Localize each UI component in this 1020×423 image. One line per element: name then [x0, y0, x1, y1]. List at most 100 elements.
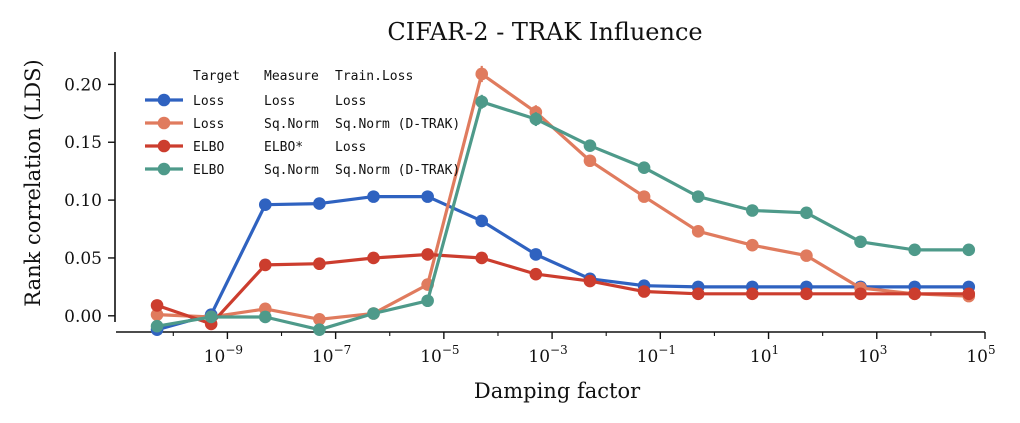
data-point [854, 287, 867, 301]
x-tick-label: 10−1 [637, 343, 676, 367]
data-point [746, 204, 759, 217]
legend-cell: Loss [335, 140, 366, 155]
legend-cell: ELBO* [264, 140, 303, 155]
x-tick-exponent: 1 [772, 343, 780, 357]
series-line [156, 195, 969, 332]
data-point [475, 67, 489, 81]
data-point [691, 225, 705, 238]
legend-swatch-marker [157, 162, 171, 176]
series-line [156, 100, 969, 332]
data-point [746, 287, 759, 301]
data-point [150, 308, 164, 321]
legend-entry: Loss Sq.Norm Sq.Norm (D-TRAK) [145, 116, 460, 132]
axes: 10−9 10−7 10−5 10−3 10−1 101 103 1050.000.050.1… [64, 52, 996, 367]
x-tick-exponent: −5 [442, 343, 460, 357]
y-tick-label: 0.15 [64, 133, 102, 153]
data-point [475, 214, 489, 228]
data-point [421, 294, 434, 308]
series-line [157, 72, 969, 321]
legend-cell: Sq.Norm (D-TRAK) [335, 163, 460, 178]
legend-header-3: Train.Loss [335, 69, 413, 84]
legend-cell: Loss [335, 94, 366, 109]
series-layer [150, 65, 976, 336]
data-point [258, 258, 272, 272]
data-point [204, 310, 218, 324]
x-tick-label: 103 [858, 343, 887, 367]
data-point [637, 190, 651, 203]
data-point [637, 285, 651, 298]
x-tick-base: 10 [750, 347, 772, 367]
data-point [800, 249, 813, 262]
data-point [854, 235, 867, 249]
legend-swatch-marker [157, 116, 171, 130]
legend-cell: Loss [193, 117, 224, 132]
legend-cell: Loss [264, 94, 295, 109]
series-4 [150, 94, 976, 336]
data-point [583, 139, 597, 153]
legend-cell: Sq.Norm (D-TRAK) [335, 117, 460, 132]
data-point [150, 319, 164, 333]
data-point [313, 323, 326, 336]
data-point [637, 161, 651, 175]
data-point [367, 190, 380, 203]
x-tick-base: 10 [966, 347, 988, 367]
legend-entry: ELBO ELBO* Loss [145, 139, 366, 155]
data-point [691, 190, 705, 203]
x-tick-base: 10 [312, 347, 334, 367]
data-point [583, 274, 597, 288]
data-point [421, 190, 434, 203]
data-point [691, 287, 705, 301]
y-tick-label: 0.20 [64, 75, 102, 95]
x-tick-label: 10−9 [204, 343, 243, 367]
data-point [529, 248, 543, 261]
legend-header-2: Measure [264, 69, 319, 84]
x-tick-base: 10 [420, 347, 442, 367]
x-tick-exponent: −1 [658, 343, 676, 357]
data-point [529, 267, 543, 281]
chart-title: CIFAR-2 - TRAK Influence [387, 18, 702, 46]
x-tick-exponent: −7 [334, 343, 352, 357]
y-tick-label: 0.10 [64, 191, 102, 211]
legend-cell: Sq.Norm [264, 163, 319, 178]
x-tick-label: 10−3 [528, 343, 567, 367]
legend-cell: Loss [193, 94, 224, 109]
x-tick-base: 10 [204, 347, 226, 367]
y-tick-label: 0.00 [64, 307, 102, 327]
data-point [962, 243, 976, 257]
series-3 [150, 248, 976, 331]
x-tick-exponent: −9 [225, 343, 243, 357]
data-point [583, 154, 597, 168]
legend-swatch-marker [157, 93, 171, 107]
data-point [746, 238, 759, 252]
legend-cell: Sq.Norm [264, 117, 319, 132]
legend: Target Measure Train.Loss Loss Loss Loss Loss S… [145, 69, 460, 178]
x-tick-label: 105 [966, 343, 995, 367]
legend-cell: ELBO [193, 140, 224, 155]
data-point [421, 248, 434, 261]
data-point [962, 287, 976, 301]
data-point [313, 197, 326, 210]
legend-entry: ELBO Sq.Norm Sq.Norm (D-TRAK) [145, 162, 460, 178]
series-line [156, 252, 969, 326]
legend-entry: Loss Loss Loss [145, 93, 366, 109]
x-tick-exponent: −3 [550, 343, 568, 357]
data-point [908, 243, 921, 257]
y-tick-label: 0.05 [64, 249, 102, 269]
x-tick-base: 10 [528, 347, 550, 367]
data-point [150, 299, 164, 312]
legend-swatch-marker [157, 139, 171, 153]
data-point [800, 206, 813, 220]
data-point [800, 287, 813, 301]
x-tick-label: 101 [750, 343, 779, 367]
data-point [367, 251, 380, 265]
data-point [475, 95, 489, 109]
x-axis-label: Damping factor [474, 379, 641, 403]
x-tick-exponent: 3 [880, 343, 888, 357]
data-point [313, 257, 326, 271]
data-point [529, 112, 543, 126]
data-point [258, 198, 272, 212]
data-point [313, 312, 326, 326]
data-point [367, 307, 380, 320]
data-point [258, 310, 272, 324]
